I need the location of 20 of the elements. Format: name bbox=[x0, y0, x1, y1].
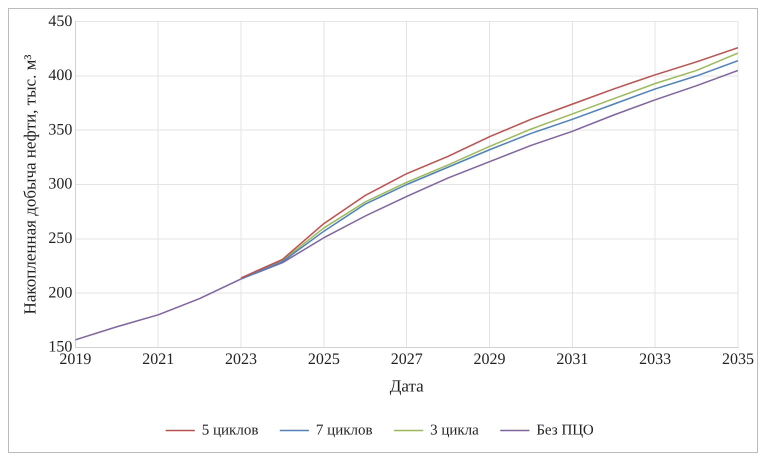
y-tick-label: 350 bbox=[48, 121, 72, 138]
legend-label: 3 цикла bbox=[430, 422, 480, 438]
legend-label: 5 циклов bbox=[202, 422, 258, 438]
legend-label: Без ПЦО bbox=[536, 422, 594, 438]
x-tick-label: 2023 bbox=[225, 351, 258, 368]
x-tick-label: 2029 bbox=[474, 351, 506, 368]
legend-label: 7 циклов bbox=[316, 422, 373, 438]
y-tick-label: 400 bbox=[48, 67, 72, 84]
x-tick-label: 2021 bbox=[142, 351, 174, 368]
x-tick-label: 2025 bbox=[308, 351, 340, 368]
x-tick-label: 2031 bbox=[556, 351, 588, 368]
y-axis-title: Накопленная добыча нефти, тыс. м³ bbox=[20, 54, 40, 314]
x-tick-label: 2035 bbox=[722, 351, 754, 368]
x-tick-label: 2033 bbox=[639, 351, 672, 368]
x-axis-title: Дата bbox=[390, 376, 424, 396]
y-tick-label: 300 bbox=[48, 176, 72, 193]
y-tick-label: 250 bbox=[48, 230, 72, 248]
y-tick-label: 200 bbox=[48, 284, 72, 302]
x-tick-label: 2027 bbox=[390, 351, 423, 368]
y-tick-label: 450 bbox=[48, 12, 72, 30]
